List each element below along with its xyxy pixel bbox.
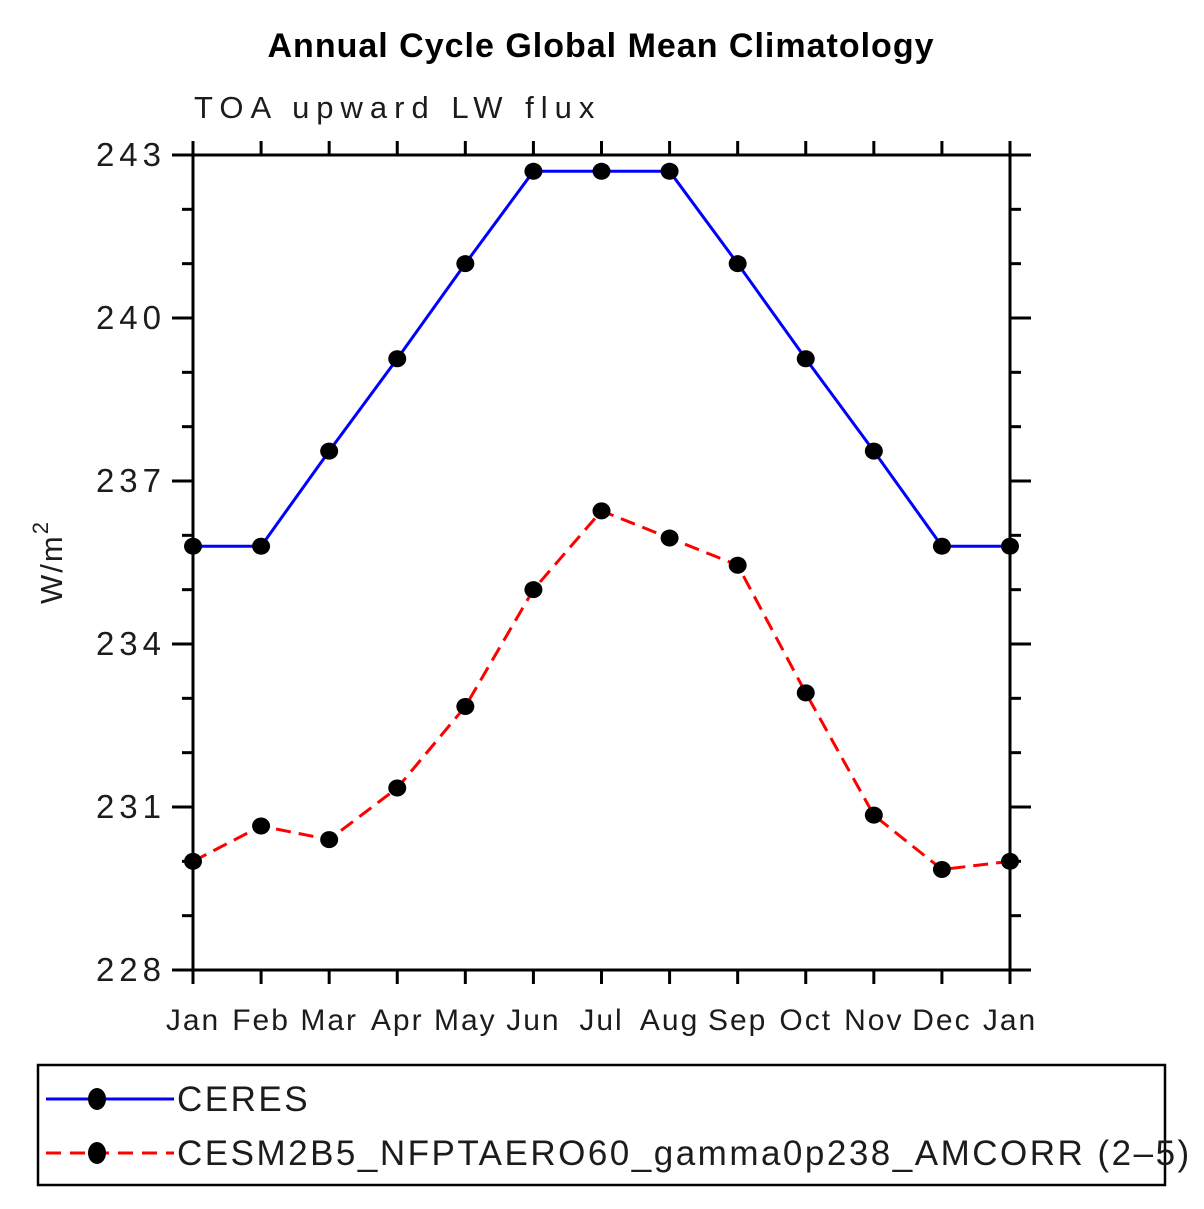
legend-entry-model: CESM2B5_NFPTAERO60_gamma0p238_AMCORR (2–… bbox=[46, 1134, 1192, 1173]
series-lines bbox=[184, 162, 1019, 878]
series-marker-0 bbox=[252, 537, 271, 555]
x-tick-label: Aug bbox=[640, 1004, 699, 1037]
legend-label-ceres: CERES bbox=[177, 1080, 310, 1119]
series-marker-1 bbox=[728, 556, 747, 574]
series-marker-1 bbox=[524, 581, 543, 599]
series-marker-0 bbox=[660, 162, 679, 180]
series-marker-0 bbox=[796, 350, 815, 368]
legend: CERES CESM2B5_NFPTAERO60_gamma0p238_AMCO… bbox=[36, 1063, 1192, 1187]
x-tick-label: Nov bbox=[844, 1004, 903, 1037]
x-tick-label: Sep bbox=[708, 1004, 767, 1037]
y-axis-unit-base: W/m bbox=[34, 534, 69, 604]
y-tick-label: 237 bbox=[96, 462, 166, 499]
series-marker-0 bbox=[320, 442, 339, 460]
legend-box bbox=[36, 1063, 1167, 1187]
series-marker-1 bbox=[388, 779, 407, 797]
y-axis-ticks bbox=[172, 153, 1031, 972]
y-tick-label: 231 bbox=[96, 788, 166, 825]
x-tick-label: Dec bbox=[912, 1004, 971, 1037]
series-marker-0 bbox=[456, 255, 475, 273]
series-marker-0 bbox=[932, 537, 951, 555]
y-axis-labels: 228 231 234 237 240 243 bbox=[96, 136, 166, 988]
series-marker-0 bbox=[388, 350, 407, 368]
legend-marker-ceres bbox=[88, 1088, 106, 1110]
y-tick-label: 243 bbox=[96, 136, 166, 173]
series-line-0 bbox=[193, 169, 1010, 548]
x-tick-label: Jan bbox=[983, 1004, 1037, 1037]
x-tick-label: Mar bbox=[300, 1004, 358, 1037]
x-tick-label: Jul bbox=[579, 1004, 623, 1037]
y-axis-title: W/m2 bbox=[28, 520, 69, 604]
y-axis-unit-exponent: 2 bbox=[28, 520, 53, 534]
y-tick-label: 234 bbox=[96, 625, 166, 662]
x-tick-label: May bbox=[434, 1004, 497, 1037]
series-marker-1 bbox=[320, 831, 339, 849]
chart-subtitle: TOA upward LW flux bbox=[194, 90, 601, 125]
chart-title: Annual Cycle Global Mean Climatology bbox=[268, 27, 935, 65]
series-marker-1 bbox=[932, 860, 951, 878]
x-axis-ticks bbox=[191, 141, 1012, 984]
series-marker-1 bbox=[252, 817, 271, 835]
series-marker-0 bbox=[592, 162, 611, 180]
y-tick-label: 240 bbox=[96, 299, 166, 336]
series-marker-0 bbox=[728, 255, 747, 273]
x-tick-label: Jun bbox=[506, 1004, 560, 1037]
legend-marker-model bbox=[88, 1142, 106, 1164]
series-marker-0 bbox=[864, 442, 883, 460]
series-marker-1 bbox=[592, 502, 611, 520]
legend-entry-ceres: CERES bbox=[46, 1080, 310, 1119]
x-tick-label: Oct bbox=[779, 1004, 832, 1037]
x-tick-label: Jan bbox=[166, 1004, 220, 1037]
x-axis-labels: Jan Feb Mar Apr May Jun Jul Aug Sep Oct Nov Dec Jan bbox=[166, 1004, 1037, 1037]
series-marker-0 bbox=[524, 162, 543, 180]
x-tick-label: Apr bbox=[371, 1004, 424, 1037]
series-marker-1 bbox=[864, 806, 883, 824]
plot-frame bbox=[191, 153, 1012, 972]
legend-label-model: CESM2B5_NFPTAERO60_gamma0p238_AMCORR (2–… bbox=[177, 1134, 1192, 1173]
series-marker-1 bbox=[660, 529, 679, 547]
series-marker-1 bbox=[796, 684, 815, 702]
series-line-1 bbox=[192, 509, 1011, 872]
y-tick-label: 228 bbox=[96, 951, 166, 988]
x-tick-label: Feb bbox=[232, 1004, 290, 1037]
series-marker-1 bbox=[456, 697, 475, 715]
